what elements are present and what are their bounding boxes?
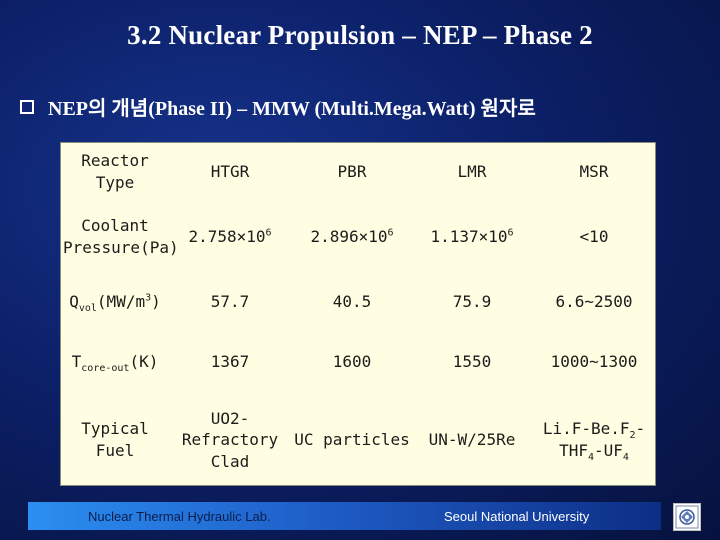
row-label-qvol: Qvol(MW/m3) (69, 292, 161, 315)
slide-title: 3.2 Nuclear Propulsion – NEP – Phase 2 (127, 20, 593, 50)
col-header-pbr: PBR (337, 162, 367, 182)
row-label-typical-fuel: Typical Fuel (81, 419, 149, 460)
table-cell: 57.7 (210, 292, 250, 312)
table-cell: UO2-Refractory Clad (181, 408, 279, 471)
table-cell: 1.137×106 (430, 227, 514, 247)
table-cell: 75.9 (452, 292, 492, 312)
col-header-msr: MSR (579, 162, 609, 182)
row-label-reactor-type: Reactor Type (81, 151, 149, 192)
col-header-lmr: LMR (457, 162, 487, 182)
table-row: Coolant Pressure(Pa) 2.758×106 2.896×106… (61, 201, 657, 273)
table-cell: 1550 (452, 352, 492, 372)
table-row: Reactor Type HTGR PBR LMR MSR (61, 143, 657, 201)
table-row: Typical Fuel UO2-Refractory Clad UC part… (61, 393, 657, 487)
table-row: Tcore-out(K) 1367 1600 1550 1000~1300 (61, 331, 657, 393)
table-cell: 6.6~2500 (555, 292, 633, 312)
row-label-tcore-out: Tcore-out(K) (71, 352, 159, 375)
col-header-htgr: HTGR (210, 162, 250, 182)
table-cell: 2.758×106 (188, 227, 272, 247)
checkbox-bullet-icon (20, 99, 34, 114)
table-cell: UN-W/25Re (428, 430, 516, 450)
row-label-coolant-pressure: Coolant Pressure(Pa) (63, 216, 179, 257)
table-cell: <10 (579, 227, 609, 247)
table-row: Qvol(MW/m3) 57.7 40.5 75.9 6.6~2500 (61, 273, 657, 331)
footer-university: Seoul National University (444, 509, 590, 524)
reactor-comparison-table: Reactor Type HTGR PBR LMR MSR Coolant Pr… (60, 142, 656, 486)
bullet-line: NEP의 개념(Phase II) – MMW (Multi.Mega.Watt… (20, 92, 536, 121)
table-cell: 1600 (332, 352, 372, 372)
table-cell: 1000~1300 (550, 352, 638, 372)
footer-lab-name: Nuclear Thermal Hydraulic Lab. (88, 509, 271, 524)
bullet-text: NEP의 개념(Phase II) – MMW (Multi.Mega.Watt… (48, 98, 536, 120)
table-cell: Li.F-Be.F2-THF4-UF4 (542, 419, 646, 464)
table-cell: UC particles (294, 430, 410, 450)
university-logo-icon (673, 503, 701, 531)
table-cell: 40.5 (332, 292, 372, 312)
table-cell: 1367 (210, 352, 250, 372)
table-cell: 2.896×106 (310, 227, 394, 247)
footer-bar: Nuclear Thermal Hydraulic Lab. Seoul Nat… (28, 502, 661, 530)
